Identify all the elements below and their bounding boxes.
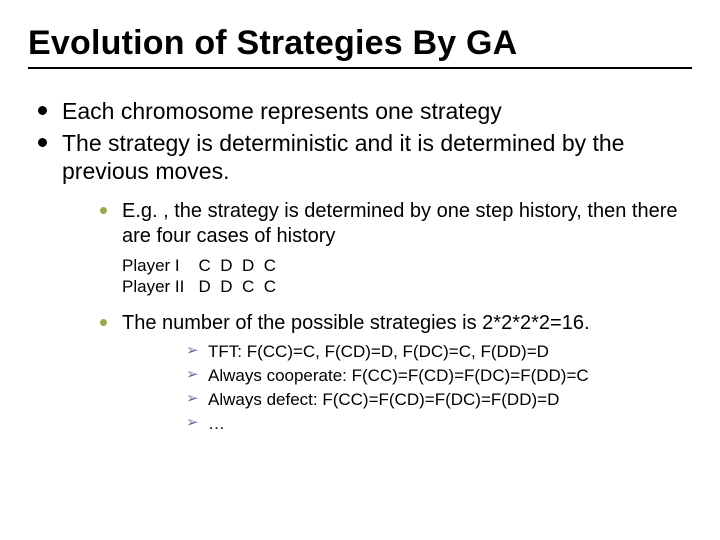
slide: Evolution of Strategies By GA Each chrom… xyxy=(0,0,720,540)
history-table: Player I C D D C Player II D D C C xyxy=(122,255,692,298)
slide-title: Evolution of Strategies By GA xyxy=(28,24,692,63)
bullet-item: E.g. , the strategy is determined by one… xyxy=(98,199,692,249)
bullet-text: The strategy is deterministic and it is … xyxy=(62,130,624,184)
bullet-text: E.g. , the strategy is determined by one… xyxy=(122,200,678,247)
bullet-item: The number of the possible strategies is… xyxy=(98,311,692,436)
bullet-item: Always cooperate: F(CC)=F(CD)=F(DC)=F(DD… xyxy=(186,364,692,388)
bullet-item: The strategy is deterministic and it is … xyxy=(34,129,692,436)
bullet-text: Always cooperate: F(CC)=F(CD)=F(DC)=F(DD… xyxy=(208,366,589,385)
bullet-item: … xyxy=(186,412,692,436)
bullet-text: Always defect: F(CC)=F(CD)=F(DC)=F(DD)=D xyxy=(208,390,559,409)
history-row: Player I C D D C xyxy=(122,255,692,276)
bullet-text: Each chromosome represents one strategy xyxy=(62,98,502,124)
bullet-list-lvl2: The number of the possible strategies is… xyxy=(62,311,692,436)
history-row: Player II D D C C xyxy=(122,276,692,297)
title-rule xyxy=(28,67,692,69)
bullet-item: TFT: F(CC)=C, F(CD)=D, F(DC)=C, F(DD)=D xyxy=(186,340,692,364)
bullet-text: The number of the possible strategies is… xyxy=(122,312,590,334)
bullet-list-lvl1: Each chromosome represents one strategy … xyxy=(28,97,692,437)
bullet-item: Always defect: F(CC)=F(CD)=F(DC)=F(DD)=D xyxy=(186,388,692,412)
bullet-text: … xyxy=(208,414,225,433)
bullet-list-lvl3: TFT: F(CC)=C, F(CD)=D, F(DC)=C, F(DD)=D … xyxy=(122,340,692,437)
bullet-text: TFT: F(CC)=C, F(CD)=D, F(DC)=C, F(DD)=D xyxy=(208,342,549,361)
bullet-item: Each chromosome represents one strategy xyxy=(34,97,692,125)
bullet-list-lvl2: E.g. , the strategy is determined by one… xyxy=(62,199,692,249)
